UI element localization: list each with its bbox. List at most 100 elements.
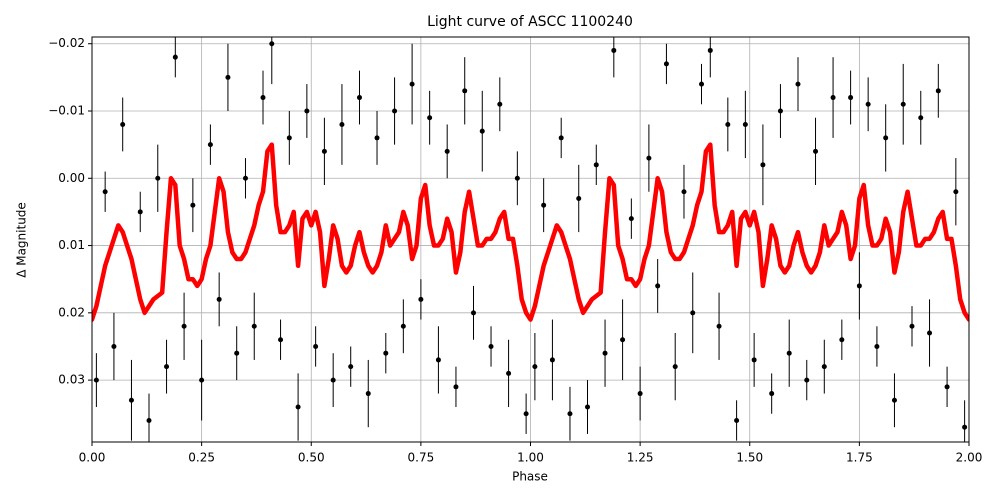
data-point — [655, 283, 661, 289]
x-tick-label: 0.75 — [408, 451, 435, 465]
data-point — [681, 189, 687, 195]
data-point — [962, 424, 968, 430]
data-point — [348, 364, 354, 370]
data-point — [585, 404, 591, 410]
x-axis-label: Phase — [512, 470, 548, 484]
data-point — [111, 343, 117, 349]
data-point — [295, 404, 301, 410]
data-point — [470, 310, 476, 316]
data-point — [874, 343, 880, 349]
data-point — [199, 377, 205, 383]
data-point — [172, 54, 178, 60]
x-tick-label: 1.25 — [627, 451, 654, 465]
data-point — [164, 364, 170, 370]
data-point — [909, 323, 915, 329]
data-point — [549, 357, 555, 363]
data-point — [462, 88, 468, 94]
data-point — [269, 41, 275, 47]
y-axis-label: Δ Magnitude — [15, 202, 29, 278]
data-point — [628, 216, 634, 222]
data-point — [453, 384, 459, 390]
y-tick-label: −0.01 — [48, 104, 85, 118]
data-point — [242, 175, 248, 181]
x-tick-label: 1.50 — [736, 451, 763, 465]
data-point — [488, 343, 494, 349]
data-point — [216, 296, 222, 302]
data-point — [927, 330, 933, 336]
data-point — [637, 391, 643, 397]
data-point — [102, 189, 108, 195]
data-point — [181, 323, 187, 329]
data-point — [278, 337, 284, 343]
data-point — [751, 357, 757, 363]
data-point — [699, 81, 705, 87]
data-point — [514, 175, 520, 181]
data-point — [146, 417, 152, 423]
data-point — [918, 115, 924, 121]
data-point — [541, 202, 547, 208]
data-point — [839, 337, 845, 343]
trend-line — [92, 142, 969, 322]
data-point — [286, 135, 292, 141]
data-point — [821, 364, 827, 370]
data-point — [435, 357, 441, 363]
data-point — [374, 135, 380, 141]
data-point — [769, 391, 775, 397]
data-point — [742, 121, 748, 127]
data-point — [725, 121, 731, 127]
data-point — [506, 370, 512, 376]
data-point — [620, 337, 626, 343]
data-point — [646, 155, 652, 161]
data-point — [427, 115, 433, 121]
data-point — [900, 101, 906, 107]
data-point — [672, 364, 678, 370]
data-point — [120, 121, 126, 127]
data-point — [190, 202, 196, 208]
data-point — [93, 377, 99, 383]
data-point — [593, 162, 599, 168]
data-point — [392, 108, 398, 114]
data-point — [953, 189, 959, 195]
data-point — [207, 142, 213, 148]
chart-title: Light curve of ASCC 1100240 — [427, 14, 633, 30]
x-tick-label: 1.75 — [846, 451, 873, 465]
data-point — [602, 350, 608, 356]
data-point — [339, 121, 345, 127]
data-point — [225, 74, 231, 80]
data-point — [813, 148, 819, 154]
data-point — [444, 148, 450, 154]
data-point — [532, 364, 538, 370]
data-point — [523, 411, 529, 417]
x-tick-label: 2.00 — [956, 451, 983, 465]
data-point — [330, 377, 336, 383]
data-point — [128, 397, 134, 403]
y-tick-label: 0.03 — [58, 373, 85, 387]
data-point — [313, 343, 319, 349]
data-point — [856, 283, 862, 289]
data-point — [716, 323, 722, 329]
data-point — [611, 47, 617, 53]
data-point — [558, 135, 564, 141]
data-point — [260, 95, 266, 101]
x-tick-label: 0.00 — [79, 451, 106, 465]
axes: 0.00 0.25 0.50 0.75 1.00 1.25 1.50 1.75 2.00 −0.0… — [48, 36, 982, 464]
y-tick-label: −0.02 — [48, 36, 85, 50]
data-point — [356, 95, 362, 101]
data-point — [734, 417, 740, 423]
data-point — [760, 162, 766, 168]
data-point — [576, 195, 582, 201]
plot-area — [92, 37, 969, 442]
data-point — [418, 296, 424, 302]
y-tick-label: 0.00 — [58, 171, 85, 185]
data-point — [848, 95, 854, 101]
x-tick-label: 1.00 — [517, 451, 544, 465]
data-point — [155, 175, 161, 181]
data-point — [786, 350, 792, 356]
y-tick-label: 0.01 — [58, 238, 85, 252]
data-point — [883, 135, 889, 141]
data-point — [234, 350, 240, 356]
data-point — [383, 350, 389, 356]
data-point — [400, 323, 406, 329]
data-point — [891, 397, 897, 403]
